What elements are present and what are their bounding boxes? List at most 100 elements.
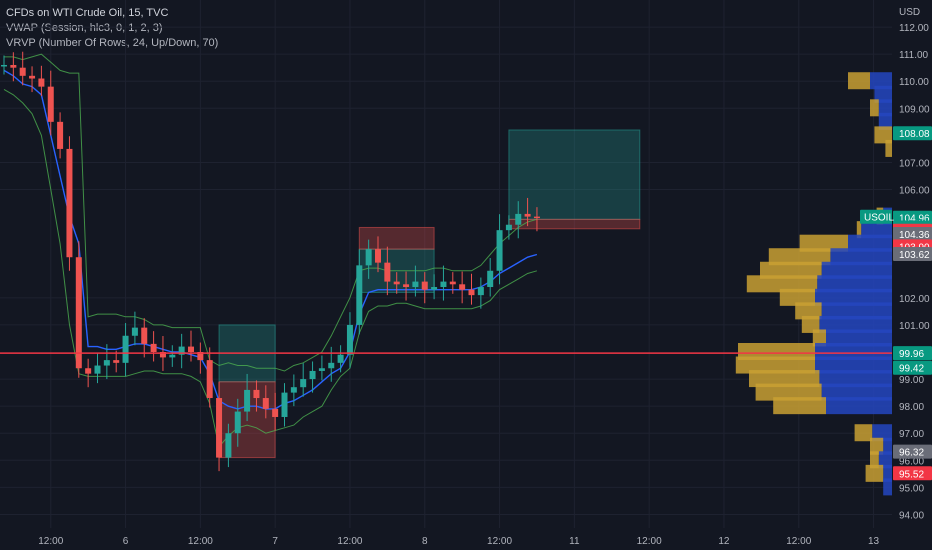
candle-body — [346, 324, 353, 355]
x-tick-label: 6 — [123, 536, 129, 547]
candle-body — [66, 148, 73, 258]
legend-vrvp[interactable]: VRVP (Number Of Rows, 24, Up/Down, 70) — [6, 37, 219, 49]
y-tick-label: 101.00 — [899, 321, 930, 332]
candle-body — [131, 327, 138, 336]
volume-bar-down — [878, 112, 892, 130]
volume-bar-up — [760, 261, 822, 279]
candle-body — [515, 213, 522, 225]
chart-legend: CFDs on WTI Crude Oil, 15, TVC VWAP (Ses… — [6, 6, 218, 51]
candle-body — [468, 289, 475, 296]
candle-body — [206, 360, 213, 399]
volume-bar-up — [870, 99, 879, 117]
price-label: 108.08 — [899, 129, 930, 140]
x-tick-label: 12 — [718, 536, 730, 547]
candle-body — [29, 75, 36, 79]
volume-bar-down — [878, 451, 892, 469]
candle-body — [318, 368, 325, 371]
volume-bar-up — [874, 126, 892, 144]
candle-body — [421, 281, 428, 290]
volume-bar-down — [819, 315, 892, 333]
time-axis: 12:00 6 12:00 7 12:00 8 12:00 11 12:00 12 12:00 13 — [38, 536, 879, 547]
candle-body — [225, 433, 232, 458]
volume-bar-up — [870, 451, 879, 469]
y-tick-label: 98.00 — [899, 402, 924, 413]
symbol-tag: USOIL — [864, 213, 894, 224]
candle-body — [253, 389, 260, 399]
candle-body — [141, 327, 148, 344]
y-tick-label: 95.00 — [899, 483, 924, 494]
position-stop-zone — [358, 226, 435, 250]
candle-body — [375, 249, 381, 263]
volume-bar-up — [773, 397, 826, 415]
candle-body — [524, 213, 531, 217]
candle-body — [188, 346, 194, 352]
chart-grid — [0, 0, 892, 528]
candle-body — [47, 86, 54, 122]
volume-bar-down — [870, 72, 892, 90]
volume-bar-up — [755, 383, 822, 401]
volume-bar-up — [795, 302, 822, 320]
candle-body — [103, 360, 110, 366]
candle-body — [487, 270, 494, 288]
candle-body — [262, 398, 269, 409]
candle-body — [459, 284, 466, 290]
x-tick-label: 7 — [272, 536, 278, 547]
vwap-bands — [3, 53, 538, 448]
candle-body — [94, 365, 101, 374]
x-tick-label: 12:00 — [487, 536, 512, 547]
price-label-bg — [893, 246, 932, 261]
price-label-bg — [893, 346, 932, 361]
candle-body — [365, 249, 372, 266]
volume-bar-down — [878, 99, 892, 117]
candle-body — [244, 389, 251, 412]
candle-body — [113, 360, 120, 363]
price-labels: 108.08104.9603:58104.48104.36103.90103.6… — [860, 126, 932, 481]
volume-bar-up — [854, 424, 873, 442]
candle-body — [38, 78, 45, 87]
volume-bar-up — [885, 139, 892, 157]
price-label: 104.96 — [899, 214, 930, 225]
candle-body — [1, 64, 7, 67]
volume-bar-down — [819, 370, 892, 388]
vwap-lower-band — [3, 88, 538, 448]
volume-bar-down — [821, 261, 892, 279]
x-tick-label: 12:00 — [786, 536, 811, 547]
candle-body — [57, 121, 64, 149]
volume-bar-down — [815, 343, 892, 360]
candle-body — [290, 387, 297, 393]
price-label-bg — [893, 226, 932, 241]
candle-body — [169, 354, 176, 358]
y-tick-label: 112.00 — [899, 23, 929, 34]
y-tick-label: 102.00 — [899, 294, 930, 305]
candle-body — [533, 216, 540, 219]
candle-body — [75, 257, 82, 369]
y-tick-label: 111.00 — [899, 50, 929, 61]
volume-bar-down — [815, 356, 892, 374]
volume-bar-up — [848, 72, 870, 90]
symbol-tag-bg — [860, 209, 892, 224]
y-tick-label: 107.00 — [899, 158, 930, 169]
volume-bar-up — [799, 234, 848, 252]
candle-body — [356, 265, 363, 325]
volume-bar-up — [801, 315, 820, 333]
candle-body — [216, 398, 223, 458]
y-tick-label: 97.00 — [899, 429, 924, 440]
candle-body — [197, 352, 204, 361]
price-axis: USD 94.00 95.00 96.00 97.00 98.00 99.00 101.00 1… — [899, 7, 930, 521]
y-tick-label: 96.00 — [899, 456, 924, 467]
volume-bar-down — [826, 397, 892, 415]
candle-body — [178, 346, 185, 355]
candle-body — [309, 370, 316, 380]
volume-bar-up — [812, 329, 826, 347]
legend-symbol[interactable]: CFDs on WTI Crude Oil, 15, TVC — [6, 7, 169, 19]
price-label: 99.42 — [899, 364, 924, 375]
volume-bar-down — [821, 302, 892, 320]
legend-vwap[interactable]: VWAP (Session, hlc3, 0, 1, 2, 3) — [6, 22, 163, 34]
candle-body — [300, 379, 307, 388]
volume-bar-down — [861, 221, 892, 239]
candle-body — [412, 281, 419, 288]
candle-body — [505, 224, 512, 231]
volume-bar-up — [738, 343, 815, 360]
x-tick-label: 8 — [422, 536, 428, 547]
